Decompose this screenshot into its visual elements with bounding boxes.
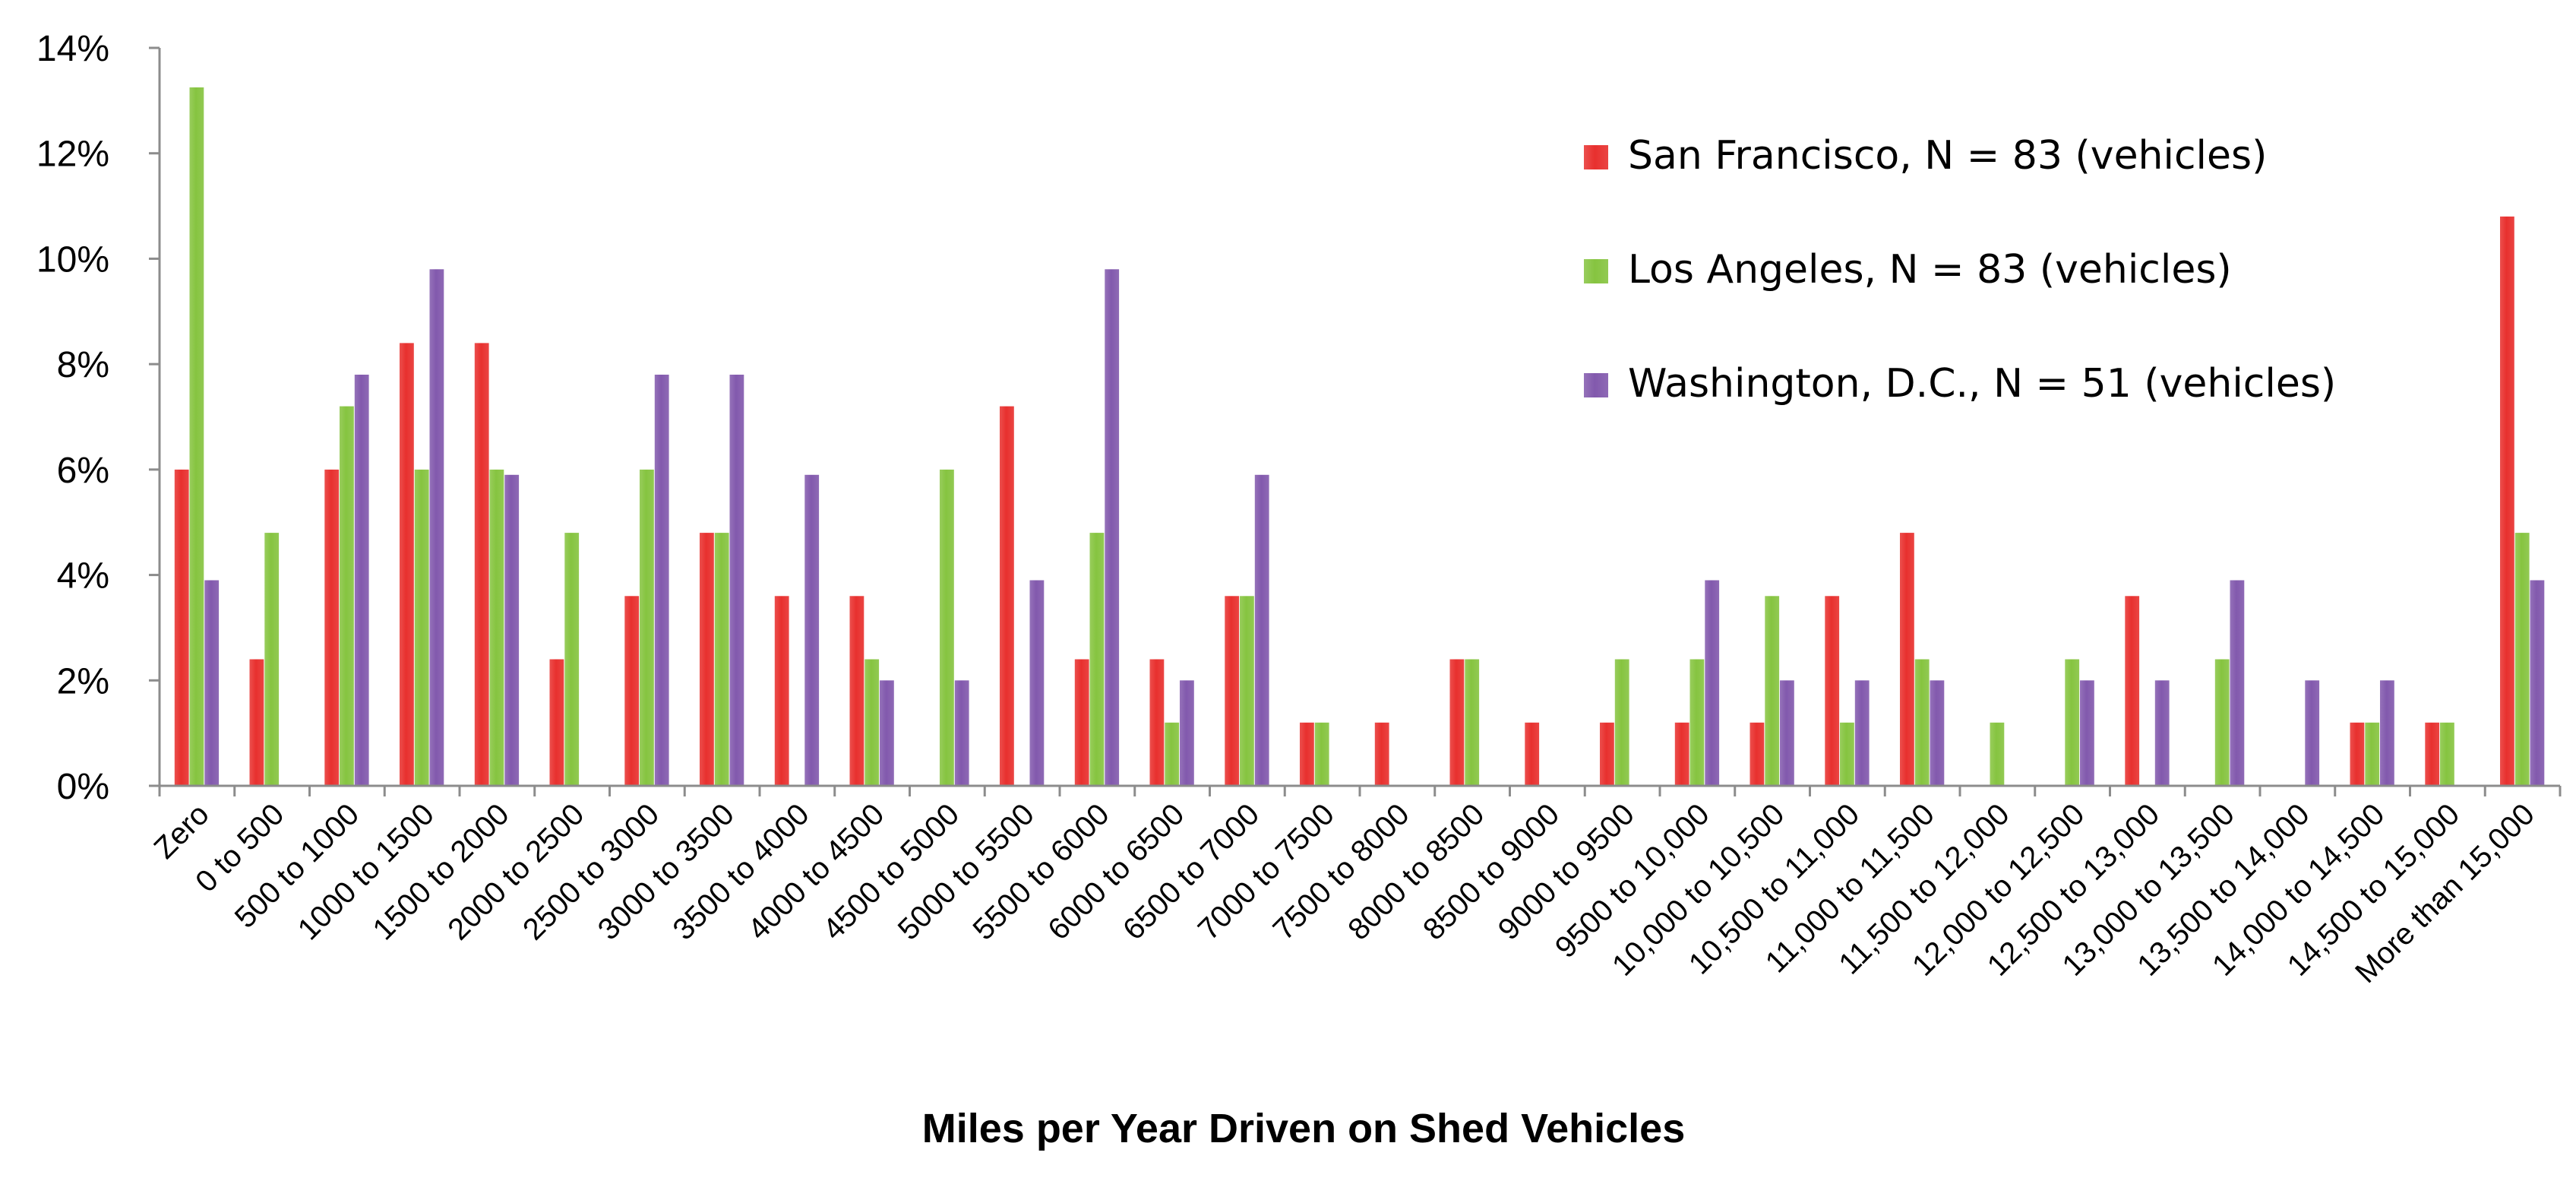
bar-1-19	[1614, 659, 1629, 786]
bar-2-2	[354, 375, 369, 786]
bar-0-15	[1300, 722, 1314, 786]
bar-2-23	[1930, 680, 1945, 786]
bar-2-3	[429, 269, 444, 786]
bar-0-9	[849, 596, 864, 786]
bar-2-25	[2080, 680, 2094, 786]
bar-2-29	[2380, 680, 2394, 786]
bar-1-29	[2365, 722, 2380, 786]
bar-1-6	[640, 469, 654, 786]
bar-0-0	[174, 469, 189, 786]
bar-1-21	[1765, 596, 1780, 786]
bar-0-16	[1374, 722, 1389, 786]
bar-2-27	[2230, 580, 2245, 786]
bar-0-2	[324, 469, 340, 786]
bar-1-31	[2514, 533, 2530, 786]
bar-1-25	[2065, 659, 2080, 786]
y-tick-label: 6%	[57, 451, 109, 491]
y-tick-labels: 0% 2% 4% 6% 8% 10% 12% 14%	[36, 29, 109, 807]
legend-swatch-2	[1584, 373, 1608, 397]
bar-1-7	[714, 533, 729, 786]
bar-0-20	[1674, 722, 1689, 786]
bar-1-12	[1089, 533, 1105, 786]
bar-0-29	[2350, 722, 2365, 786]
bar-2-10	[954, 680, 969, 786]
y-tick-label: 8%	[57, 345, 109, 385]
bar-0-5	[549, 659, 564, 786]
bar-1-27	[2214, 659, 2230, 786]
y-tick-label: 2%	[57, 661, 109, 701]
legend-swatch-1	[1584, 259, 1608, 283]
bar-0-14	[1225, 596, 1240, 786]
bar-0-4	[474, 343, 489, 786]
bar-0-8	[774, 596, 789, 786]
bar-2-0	[204, 580, 220, 786]
bar-2-4	[504, 474, 520, 786]
bar-0-19	[1600, 722, 1614, 786]
bar-2-28	[2305, 680, 2320, 786]
bar-0-3	[400, 343, 414, 786]
bar-1-15	[1314, 722, 1329, 786]
bar-1-30	[2440, 722, 2454, 786]
bar-2-11	[1029, 580, 1045, 786]
bar-0-18	[1525, 722, 1540, 786]
bar-2-26	[2154, 680, 2170, 786]
bar-2-21	[1780, 680, 1794, 786]
bar-0-12	[1074, 659, 1089, 786]
bar-0-23	[1900, 533, 1914, 786]
y-tick-label: 12%	[36, 135, 109, 175]
legend-label-1: Los Angeles, N = 83 (vehicles)	[1628, 247, 2232, 293]
y-tick-label: 0%	[57, 767, 109, 807]
bar-0-11	[1000, 406, 1014, 786]
legend-label-0: San Francisco, N = 83 (vehicles)	[1628, 133, 2267, 179]
bar-0-21	[1749, 722, 1765, 786]
legend-swatch-0	[1584, 145, 1608, 169]
x-axis-label: Miles per Year Driven on Shed Vehicles	[922, 1106, 1685, 1151]
bar-1-2	[340, 406, 354, 786]
bar-0-31	[2500, 216, 2514, 786]
legend-label-2: Washington, D.C., N = 51 (vehicles)	[1628, 361, 2336, 407]
bar-2-13	[1180, 680, 1194, 786]
bar-2-7	[729, 375, 744, 786]
legend: San Francisco, N = 83 (vehicles) Los Ange…	[1584, 133, 2336, 407]
bar-0-6	[624, 596, 640, 786]
bar-1-13	[1165, 722, 1180, 786]
bar-1-10	[940, 469, 954, 786]
bar-1-14	[1240, 596, 1254, 786]
bar-2-12	[1105, 269, 1120, 786]
bar-2-9	[880, 680, 894, 786]
bar-1-17	[1465, 659, 1480, 786]
bar-1-23	[1914, 659, 1930, 786]
bar-0-26	[2125, 596, 2140, 786]
bar-2-14	[1254, 474, 1269, 786]
bar-1-24	[1990, 722, 2005, 786]
bar-1-0	[189, 87, 204, 786]
y-tick-label: 4%	[57, 556, 109, 597]
bar-2-8	[804, 474, 820, 786]
bars-group	[174, 87, 2545, 786]
bar-1-9	[864, 659, 880, 786]
bar-2-6	[654, 375, 669, 786]
bar-2-20	[1705, 580, 1720, 786]
bar-1-4	[489, 469, 504, 786]
axes-group	[149, 46, 2562, 796]
bar-0-7	[700, 533, 714, 786]
bar-1-5	[564, 533, 580, 786]
x-tick-label: Zero	[147, 797, 215, 865]
y-tick-label: 10%	[36, 239, 109, 280]
bar-2-31	[2530, 580, 2545, 786]
bar-1-22	[1840, 722, 1854, 786]
bar-0-13	[1149, 659, 1165, 786]
bar-1-1	[264, 533, 280, 786]
bar-1-3	[414, 469, 429, 786]
bar-1-20	[1689, 659, 1705, 786]
bar-0-17	[1449, 659, 1465, 786]
bar-0-30	[2425, 722, 2440, 786]
bar-0-22	[1825, 596, 1840, 786]
bar-2-22	[1854, 680, 1870, 786]
bar-0-1	[249, 659, 264, 786]
y-tick-label: 14%	[36, 29, 109, 69]
